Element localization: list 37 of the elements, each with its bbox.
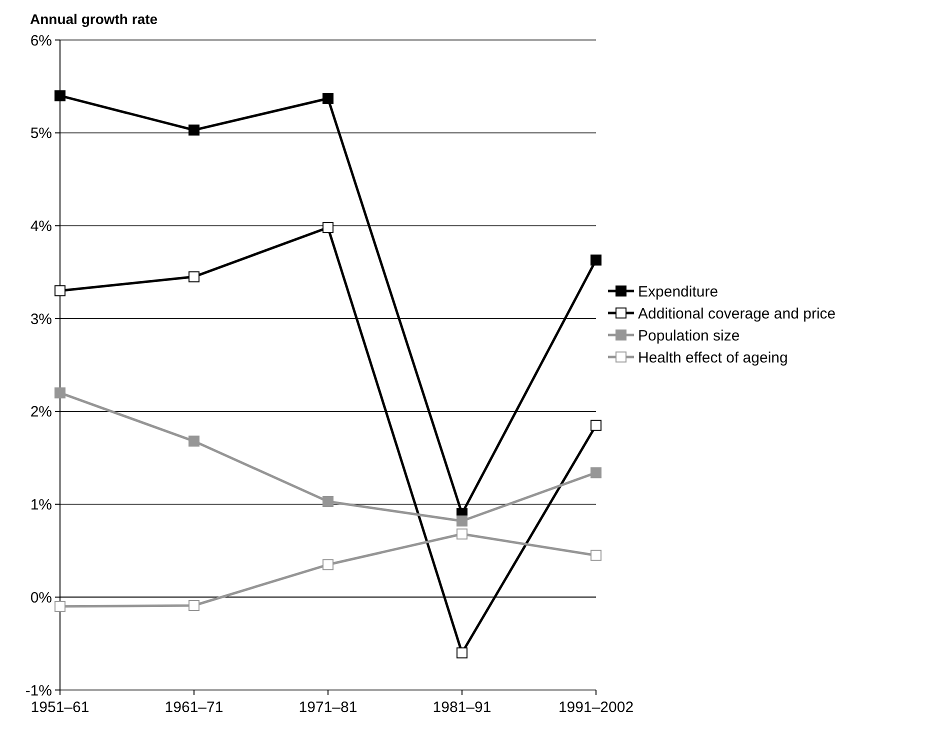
x-tick-label: 1991–2002 [558, 699, 634, 716]
x-tick-label: 1981–91 [432, 699, 492, 716]
x-tick-label: 1971–81 [298, 699, 358, 716]
y-tick-label: 6% [30, 32, 52, 50]
point [456, 647, 468, 658]
point [188, 600, 200, 611]
legend-label: Additional coverage and price [638, 305, 836, 322]
y-tick-label: 4% [30, 218, 52, 235]
point [54, 387, 66, 398]
y-tick-label: 2% [30, 404, 52, 421]
x-tick-label: 1961–71 [164, 699, 224, 716]
y-tick-label: 0% [30, 589, 52, 606]
point [54, 285, 66, 296]
chart-title: Annual growth rate [30, 11, 158, 27]
legend-label: Expenditure [638, 283, 718, 300]
y-tick-label: -1% [25, 682, 52, 700]
point [188, 271, 200, 282]
point [54, 600, 66, 612]
x-tick-label: 1951–61 [30, 699, 90, 716]
point [456, 516, 468, 526]
point [188, 436, 200, 447]
legend-label: Health effect of ageing [638, 349, 788, 366]
point [322, 496, 334, 507]
point [590, 254, 602, 266]
point [590, 550, 602, 561]
point [322, 222, 334, 234]
point [322, 559, 334, 570]
point [456, 528, 468, 540]
y-tick-label: 3% [30, 310, 52, 328]
y-tick-label: 1% [30, 496, 52, 514]
y-tick-label: 5% [30, 125, 52, 142]
legend-label: Population size [638, 327, 740, 344]
point [54, 90, 66, 102]
point [590, 420, 602, 431]
point [590, 467, 602, 478]
point [322, 93, 334, 104]
point [188, 124, 200, 136]
